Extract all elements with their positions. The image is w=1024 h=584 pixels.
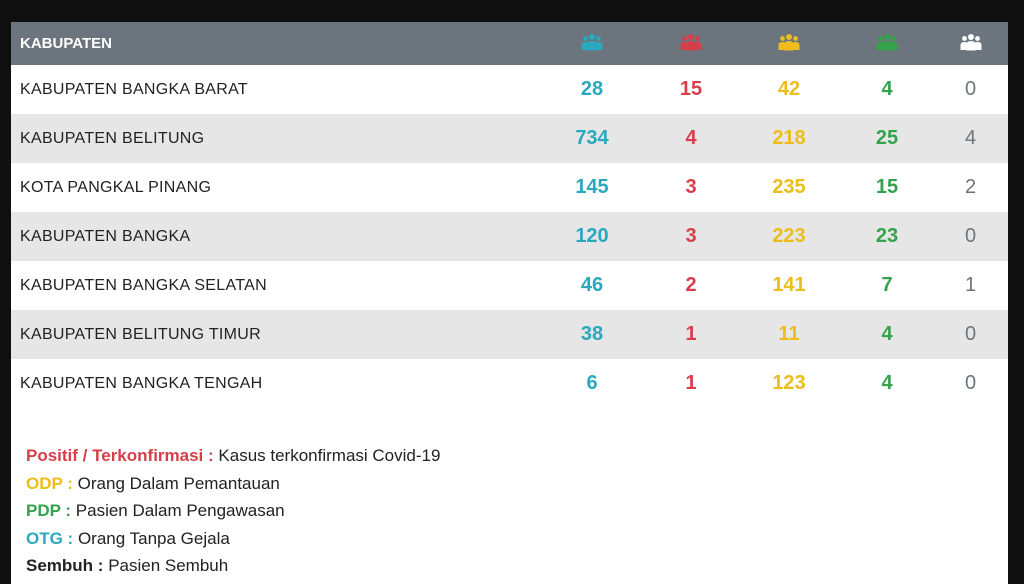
header-pdp [841,22,933,65]
legend-desc: Pasien Dalam Pengawasan [75,501,285,521]
odp-value: 42 [737,65,841,114]
table-row: KABUPATEN BELITUNG 734 4 218 25 4 [11,114,1008,163]
sembuh-value: 0 [933,212,1008,261]
kabupaten-name: KABUPATEN BELITUNG [11,114,539,163]
sembuh-value: 0 [933,310,1008,359]
legend-desc: Orang Tanpa Gejala [77,528,230,548]
header-sembuh [933,22,1008,65]
pdp-people-icon [876,33,898,55]
otg-value: 6 [539,359,645,408]
positive-people-icon [680,33,702,55]
kabupaten-table: KABUPATEN KABUPATEN BANGKA BARAT 28 15 4… [11,22,1008,408]
positif-value: 3 [645,212,737,261]
header-positif [645,22,737,65]
otg-value: 28 [539,65,645,114]
odp-value: 123 [737,359,841,408]
odp-value: 218 [737,114,841,163]
legend-item-pdp: PDP : Pasien Dalam Pengawasan [26,497,440,525]
pdp-value: 4 [841,65,933,114]
otg-value: 38 [539,310,645,359]
kabupaten-name: KABUPATEN BANGKA TENGAH [11,359,539,408]
otg-value: 46 [539,261,645,310]
sembuh-value: 1 [933,261,1008,310]
legend-item-odp: ODP : Orang Dalam Pemantauan [26,470,440,498]
positif-value: 1 [645,310,737,359]
kabupaten-name: KABUPATEN BANGKA BARAT [11,65,539,114]
table-row: KOTA PANGKAL PINANG 145 3 235 15 2 [11,163,1008,212]
odp-value: 223 [737,212,841,261]
odp-value: 235 [737,163,841,212]
table-row: KABUPATEN BELITUNG TIMUR 38 1 11 4 0 [11,310,1008,359]
recovered-people-icon [960,33,982,55]
odp-people-icon [778,33,800,55]
pdp-value: 23 [841,212,933,261]
odp-value: 11 [737,310,841,359]
kabupaten-name: KABUPATEN BANGKA SELATAN [11,261,539,310]
data-panel: KABUPATEN KABUPATEN BANGKA BARAT 28 15 4… [11,22,1008,584]
legend-item-sembuh: Sembuh : Pasien Sembuh [26,552,440,580]
positif-value: 2 [645,261,737,310]
sembuh-value: 0 [933,359,1008,408]
otg-value: 120 [539,212,645,261]
legend-term: Sembuh : [26,556,104,576]
header-kabupaten: KABUPATEN [11,22,539,65]
legend-item-otg: OTG : Orang Tanpa Gejala [26,525,440,553]
otg-value: 145 [539,163,645,212]
pdp-value: 15 [841,163,933,212]
legend-term: ODP : [26,473,73,493]
header-otg [539,22,645,65]
legend-desc: Pasien Sembuh [108,556,229,576]
sembuh-value: 4 [933,114,1008,163]
pdp-value: 25 [841,114,933,163]
legend-term: Positif / Terkonfirmasi : [26,446,214,465]
kabupaten-name: KABUPATEN BELITUNG TIMUR [11,310,539,359]
pdp-value: 4 [841,359,933,408]
sembuh-value: 0 [933,65,1008,114]
legend-item-positif: Positif / Terkonfirmasi : Kasus terkonfi… [26,442,440,470]
positif-value: 15 [645,65,737,114]
table-header-row: KABUPATEN [11,22,1008,65]
positif-value: 1 [645,359,737,408]
table-row: KABUPATEN BANGKA BARAT 28 15 42 4 0 [11,65,1008,114]
legend: Positif / Terkonfirmasi : Kasus terkonfi… [26,442,440,580]
legend-term: PDP : [26,501,72,521]
positif-value: 4 [645,114,737,163]
sembuh-value: 2 [933,163,1008,212]
kabupaten-name: KOTA PANGKAL PINANG [11,163,539,212]
legend-desc: Kasus terkonfirmasi Covid-19 [218,446,441,465]
pdp-value: 7 [841,261,933,310]
otg-value: 734 [539,114,645,163]
legend-term: OTG : [26,528,74,548]
table-row: KABUPATEN BANGKA TENGAH 6 1 123 4 0 [11,359,1008,408]
kabupaten-name: KABUPATEN BANGKA [11,212,539,261]
pdp-value: 4 [841,310,933,359]
table-row: KABUPATEN BANGKA 120 3 223 23 0 [11,212,1008,261]
odp-value: 141 [737,261,841,310]
otg-people-icon [581,33,603,55]
table-row: KABUPATEN BANGKA SELATAN 46 2 141 7 1 [11,261,1008,310]
positif-value: 3 [645,163,737,212]
legend-desc: Orang Dalam Pemantauan [77,473,280,493]
header-odp [737,22,841,65]
